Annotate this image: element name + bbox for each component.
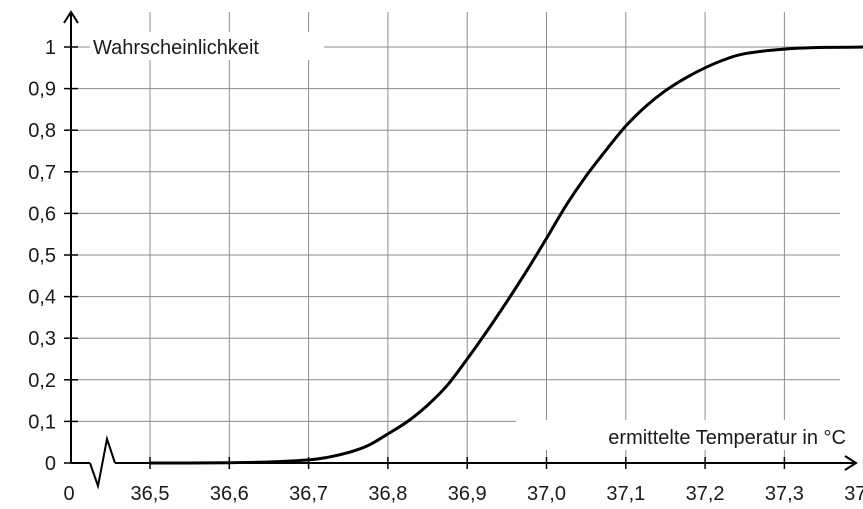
- y-tick-label: 0: [45, 453, 56, 475]
- x-tick-label: 36,5: [131, 483, 170, 505]
- y-tick-label: 0,9: [28, 79, 56, 101]
- x-axis-break-zigzag: [89, 435, 116, 490]
- x-axis-arrow: [844, 455, 858, 471]
- y-tick-label: 1: [45, 37, 56, 59]
- ylabel-background: [90, 32, 324, 60]
- x-origin-label: 0: [63, 483, 74, 505]
- probability-curve: [149, 45, 863, 465]
- x-tick-label: 37,4: [844, 483, 863, 505]
- y-tick-label: 0,8: [28, 120, 56, 142]
- x-tick-label: 36,9: [448, 483, 487, 505]
- y-tick-label: 0,4: [28, 287, 56, 309]
- y-axis-arrow: [63, 10, 79, 24]
- y-tick-label: 0,1: [28, 411, 56, 433]
- x-tick-label: 36,8: [368, 483, 407, 505]
- x-tick-label: 36,7: [289, 483, 328, 505]
- y-axis-title: Wahrscheinlichkeit: [93, 37, 259, 59]
- y-tick-label: 0,3: [28, 328, 56, 350]
- y-tick-label: 0,2: [28, 370, 56, 392]
- x-tick-label: 37,3: [765, 483, 804, 505]
- tick-labels: 0 0 0,1 0,2 0,3 0,4 0,5 0,6 0,7 0,8 0,9 1 36,5 36,6 3…: [28, 37, 863, 505]
- x-tick-label: 37,1: [606, 483, 645, 505]
- xlabel-background: [516, 420, 848, 450]
- x-axis-title: ermittelte Temperatur in °C: [608, 427, 846, 449]
- y-tick-label: 0,6: [28, 203, 56, 225]
- y-tick-label: 0,5: [28, 245, 56, 267]
- y-tick-label: 0,7: [28, 162, 56, 184]
- x-tick-label: 37,0: [527, 483, 566, 505]
- x-tick-label: 36,6: [210, 483, 249, 505]
- axes: [63, 10, 858, 490]
- ticks: [64, 46, 863, 469]
- grid: [71, 12, 840, 463]
- x-tick-label: 37,2: [686, 483, 725, 505]
